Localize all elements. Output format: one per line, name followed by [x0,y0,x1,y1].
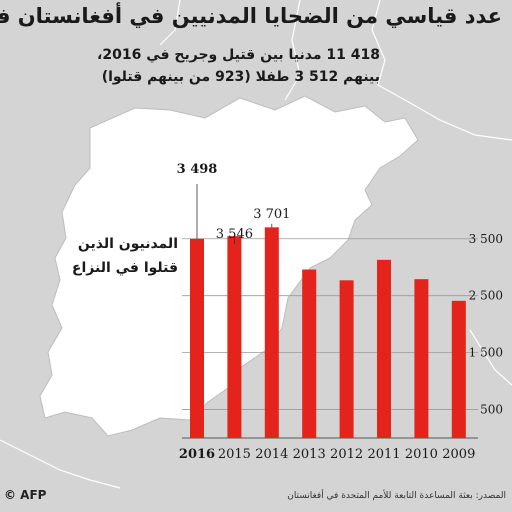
bar-2015 [227,236,242,438]
bar-2013 [302,269,317,438]
data-label: 3 701 [253,207,290,222]
bar-2011 [377,259,391,438]
subtitle: 418 11 مدنيا بين قتيل وجريح في 2016، بين… [10,44,380,88]
neighbor-borders [0,0,512,489]
data-label: 3 546 [216,227,253,242]
bars [190,227,466,438]
y-tick-labels: 500 1 500 2 500 3 500 [469,232,503,417]
data-label: 3 498 [177,162,218,177]
y-tick-label: 2 500 [469,289,503,303]
page-title: عدد قياسي من الضحايا المدنيين في أفغانست… [0,4,502,28]
y-tick-label: 500 [480,403,503,417]
x-tick-labels: 2016 2015 2014 2013 2012 2011 2010 2009 [179,447,475,462]
bar-2009 [451,300,466,438]
bar-2012 [339,280,354,438]
afp-logo: © AFP [4,488,47,502]
map-annotation: المدنيون الذين قتلوا في النزاع [58,232,178,280]
x-tick-label: 2016 [179,447,215,462]
x-tick-label: 2011 [367,447,400,462]
map-annotation-line: المدنيون الذين [77,236,178,252]
x-tick-label: 2010 [405,447,438,462]
x-tick-label: 2012 [330,447,363,462]
x-tick-label: 2015 [218,447,251,462]
subtitle-line: بينهم 512 3 طفلا (923 من بينهم قتلوا) [101,69,380,85]
y-tick-label: 1 500 [469,346,503,360]
y-tick-label: 3 500 [469,232,503,246]
bar-2014 [264,227,279,438]
x-tick-label: 2013 [293,447,326,462]
map-annotation-line: قتلوا في النزاع [71,260,178,276]
source-note: المصدر: بعثة المساعدة التابعة للأمم المت… [287,491,506,501]
x-tick-label: 2009 [442,447,475,462]
bar-2010 [414,279,429,438]
x-tick-label: 2014 [255,447,288,462]
bar-2016 [190,238,204,438]
subtitle-line: 418 11 مدنيا بين قتيل وجريح في 2016، [97,47,380,63]
